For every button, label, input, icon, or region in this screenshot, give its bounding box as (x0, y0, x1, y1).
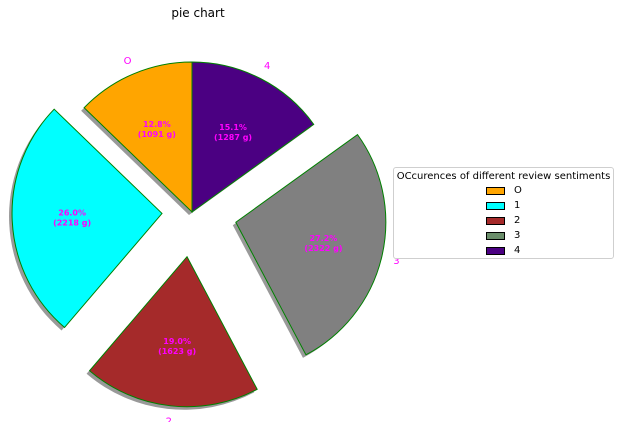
legend-label: O (514, 185, 522, 196)
slice-label-category-4: 4 (264, 61, 270, 72)
legend-swatch (486, 247, 505, 255)
legend-label: 2 (514, 215, 521, 226)
legend-label: 4 (514, 245, 521, 256)
slice-label-category-3: 3 (393, 256, 399, 267)
legend-swatch (486, 187, 505, 195)
legend-label: 3 (514, 230, 521, 241)
legend-swatch (486, 217, 505, 225)
legend: OCcurences of different review sentiment… (393, 167, 614, 259)
pie-slice-category-2 (88, 255, 258, 408)
slice-percent-label-category-2: 19.0% (1623 g) (158, 337, 196, 356)
pie-slice-category-o (83, 61, 193, 214)
slice-percent-label-category-o: 12.8% (1091 g) (138, 120, 176, 139)
legend-label: 1 (514, 200, 521, 211)
slice-label-category-o: O (124, 56, 132, 67)
slice-percent-label-category-1: 26.0% (2218 g) (53, 209, 91, 228)
slice-percent-label-category-4: 15.1% (1287 g) (214, 123, 252, 142)
pie-slice-category-3 (235, 133, 387, 356)
slice-percent-label-category-3: 27.2% (2322 g) (304, 234, 342, 253)
pie-slice-category-4 (191, 61, 315, 213)
legend-swatch (486, 232, 505, 240)
chart-title: pie chart (171, 6, 225, 20)
legend-title: OCcurences of different review sentiment… (396, 171, 611, 182)
legend-swatch (486, 202, 505, 210)
pie-slice-category-1 (11, 108, 163, 329)
slice-label-category-2: 2 (166, 417, 172, 422)
